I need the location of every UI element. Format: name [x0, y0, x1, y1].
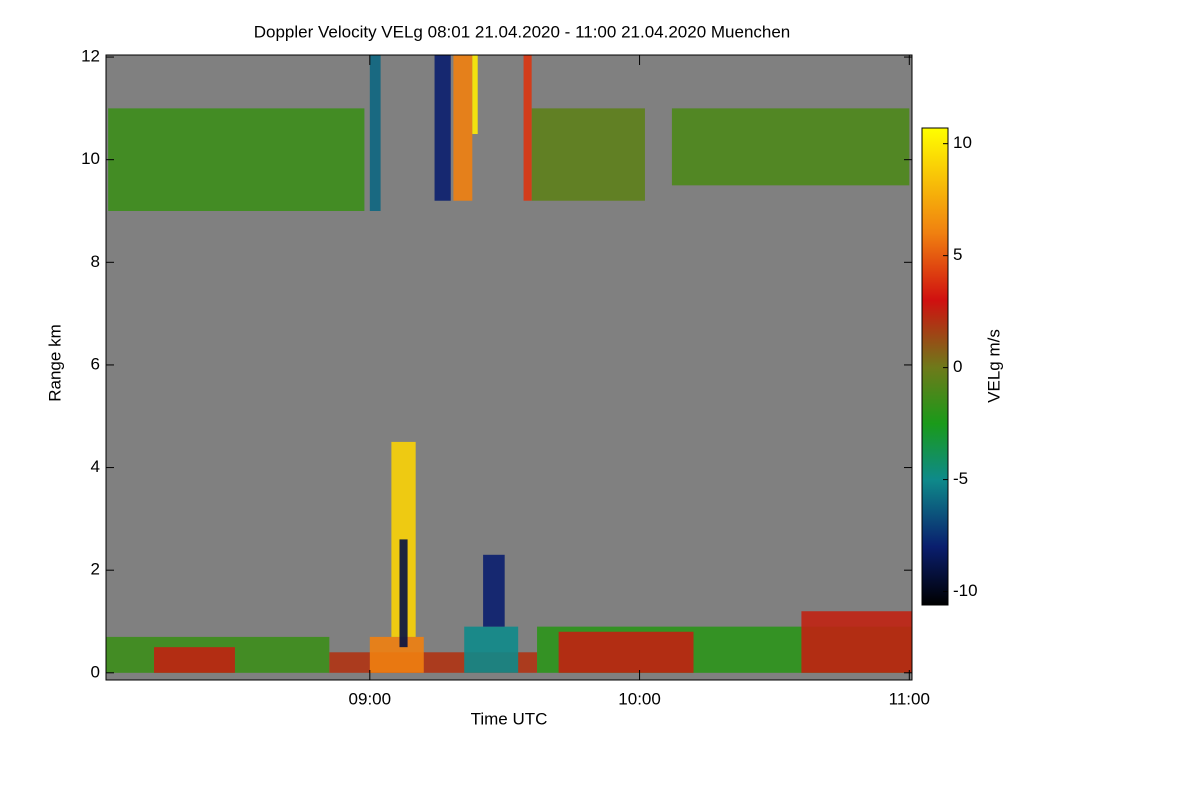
y-tick-label: 2: [91, 560, 100, 579]
heatmap-cell: [472, 55, 478, 135]
y-tick-label: 0: [91, 662, 100, 681]
colorbar-label: VELg m/s: [984, 329, 1003, 403]
heatmap-cell: [523, 55, 532, 201]
chart-title: Doppler Velocity VELg 08:01 21.04.2020 -…: [254, 22, 791, 41]
x-tick-label: 09:00: [349, 689, 392, 708]
heatmap-cell: [434, 55, 451, 201]
heatmap-cell: [453, 55, 473, 201]
colorbar-tick-label: -10: [953, 581, 978, 600]
heatmap-cell: [801, 611, 912, 673]
colorbar-tick-label: 5: [953, 245, 962, 264]
heatmap-cell: [369, 636, 424, 673]
heatmap-cell: [671, 108, 910, 186]
colorbar: [921, 127, 949, 606]
heatmap-cell: [399, 539, 408, 648]
y-tick-label: 6: [91, 354, 100, 373]
heatmap-cell: [369, 55, 381, 211]
y-tick-label: 10: [81, 149, 100, 168]
heatmap-cell: [558, 631, 694, 673]
plot-frame: [105, 54, 913, 681]
heatmap-cell: [108, 108, 365, 211]
colorbar-tick-label: -5: [953, 469, 968, 488]
heatmap-cell: [154, 647, 235, 673]
y-tick-label: 12: [81, 47, 100, 66]
heatmap-cell: [531, 108, 645, 201]
x-tick-label: 11:00: [889, 689, 930, 708]
y-axis-label: Range km: [45, 324, 64, 401]
colorbar-tick-label: 10: [953, 133, 972, 152]
heatmap-cell: [464, 626, 519, 673]
colorbar-tick-label: 0: [953, 357, 962, 376]
x-tick-label: 10:00: [618, 689, 661, 708]
heatmap-cell: [483, 554, 505, 627]
y-tick-label: 4: [91, 457, 100, 476]
x-axis-label: Time UTC: [471, 709, 548, 728]
y-tick-label: 8: [91, 252, 100, 271]
